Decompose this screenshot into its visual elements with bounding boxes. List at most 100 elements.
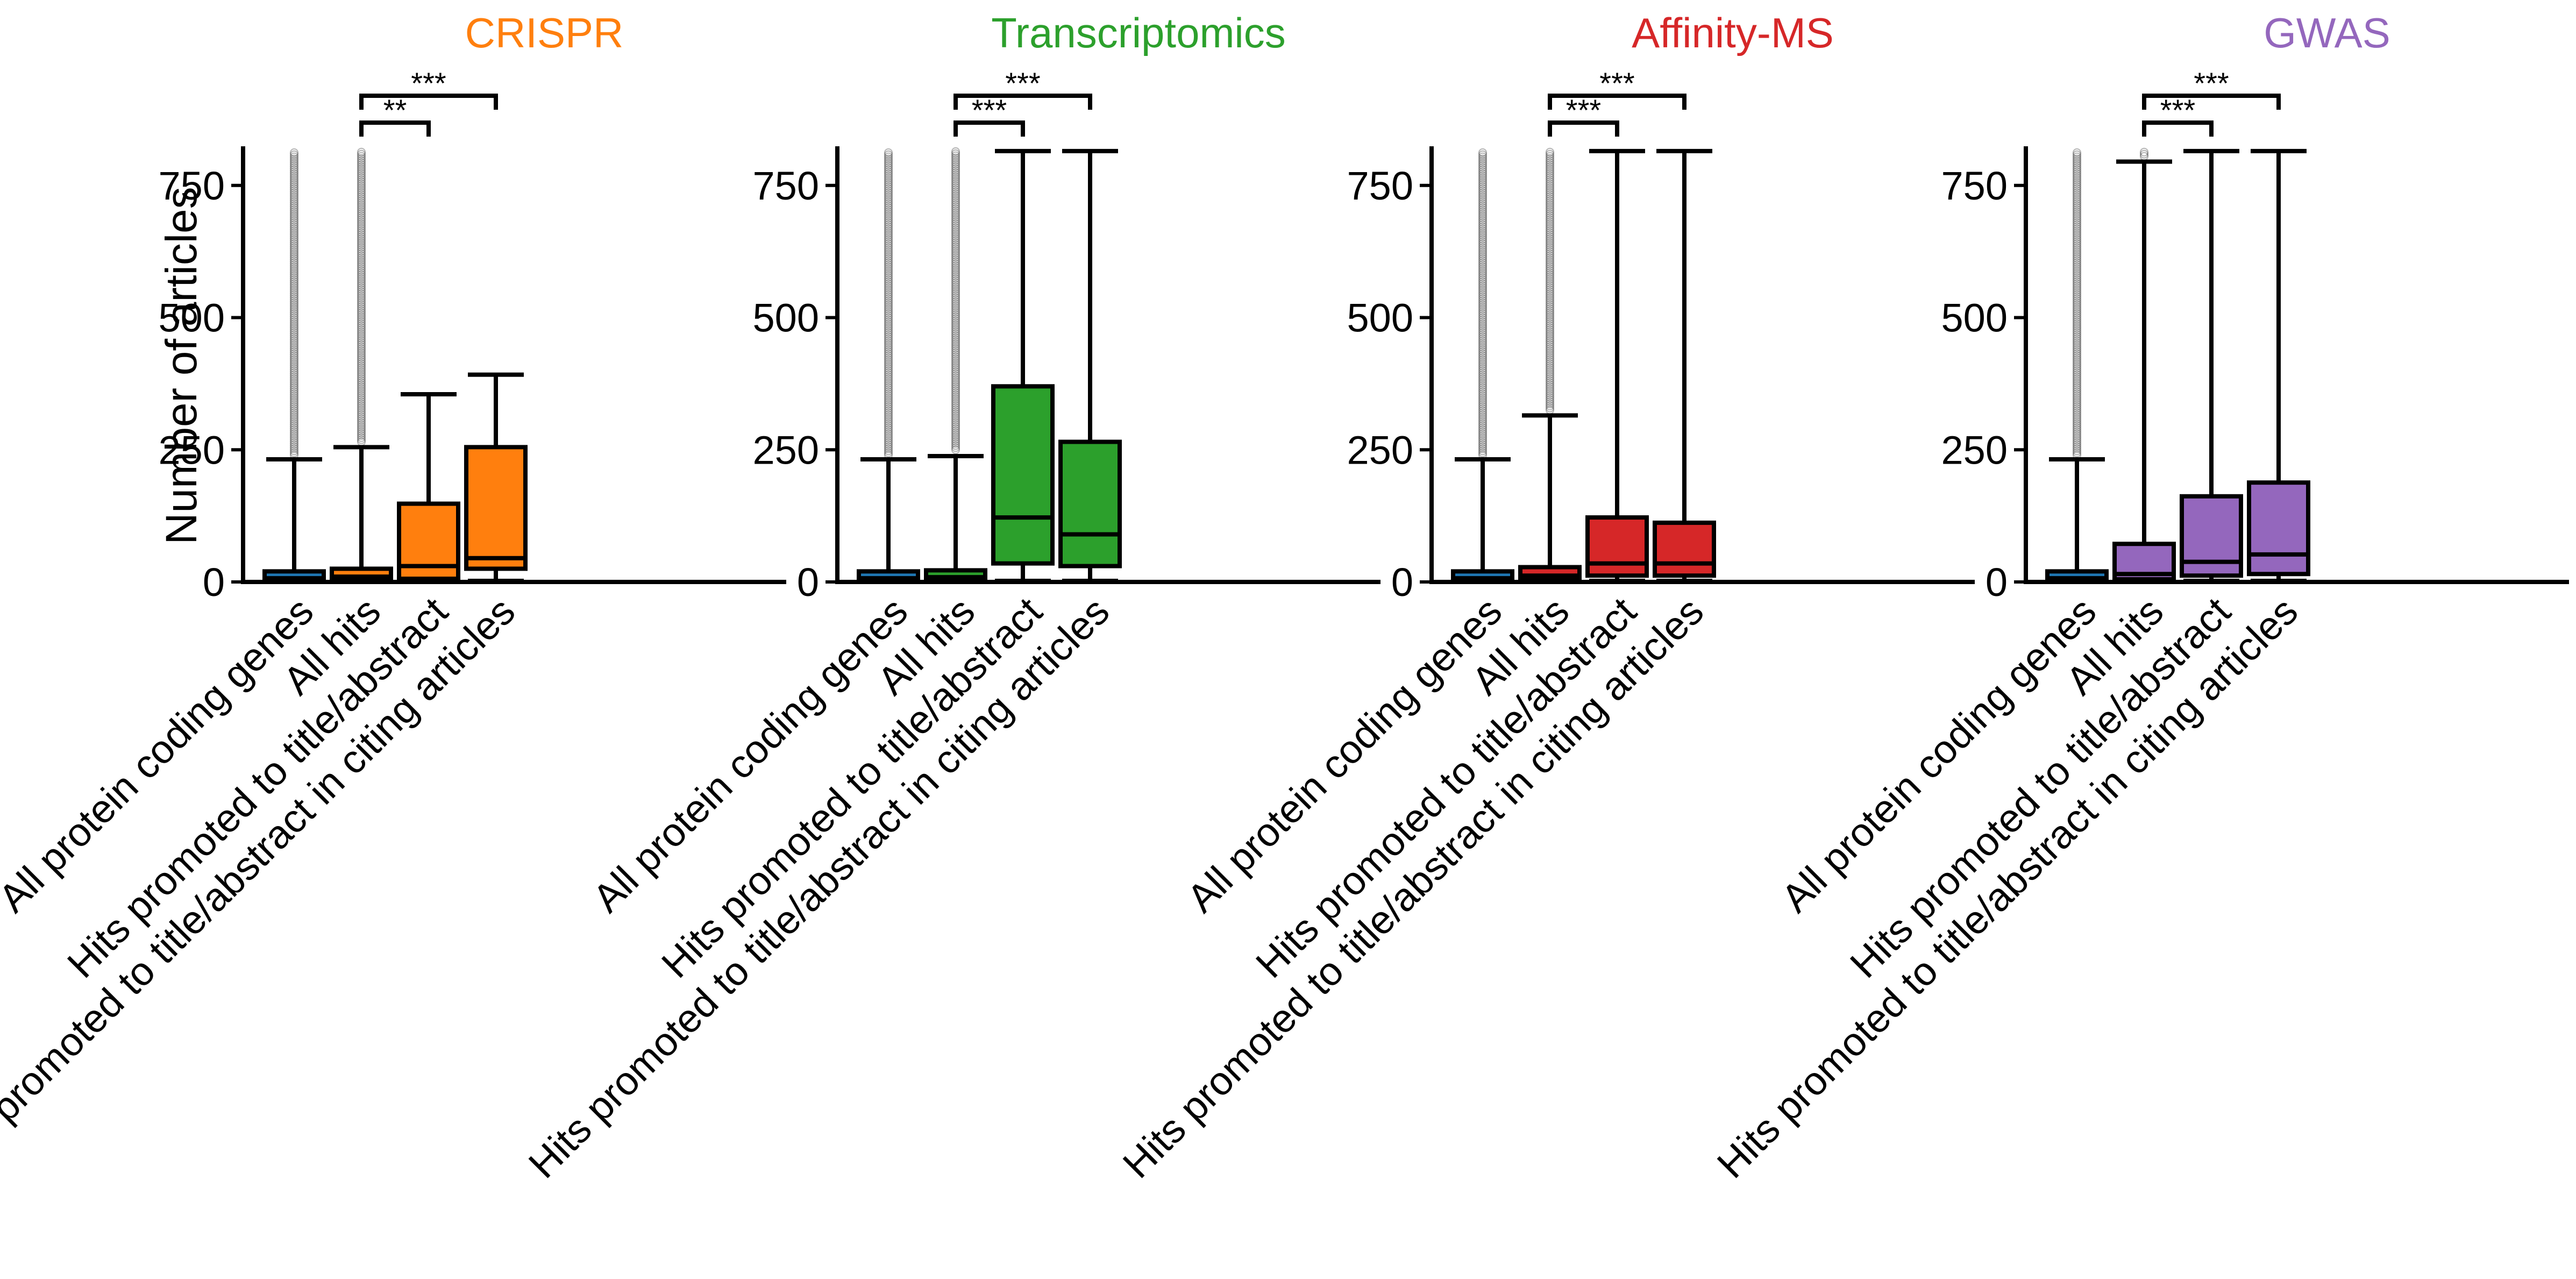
outlier-point: [289, 154, 299, 164]
outlier-point: [357, 266, 366, 275]
outlier-point: [1478, 442, 1488, 451]
outlier-point: [2072, 288, 2082, 297]
outlier-point: [1478, 239, 1488, 248]
box-2: [1585, 148, 1649, 584]
outlier-point: [884, 322, 893, 331]
outlier-point: [884, 165, 893, 174]
outlier-point: [357, 306, 366, 315]
outlier-point: [1545, 370, 1555, 379]
outlier-point: [1545, 186, 1555, 195]
outlier-point: [2072, 205, 2082, 215]
outlier-point: [1478, 408, 1488, 417]
outlier-point: [289, 260, 299, 269]
outlier-point: [357, 344, 366, 353]
outlier-point: [2072, 387, 2082, 396]
outlier-point: [357, 420, 366, 430]
outlier-point: [1478, 260, 1488, 269]
outlier-point: [1545, 294, 1555, 303]
outlier-point: [357, 336, 366, 345]
outlier-point: [884, 340, 893, 350]
outlier-point: [289, 258, 299, 267]
outlier-point: [884, 434, 893, 443]
outlier-point: [884, 404, 893, 413]
box-2: [2180, 148, 2243, 584]
outlier-point: [1478, 374, 1488, 383]
outlier-point: [951, 441, 960, 450]
outlier-point: [884, 296, 893, 305]
outlier-point: [1478, 298, 1488, 308]
outlier-point: [951, 420, 960, 429]
significance-label: ***: [411, 66, 446, 100]
outlier-point: [884, 252, 893, 261]
outlier-point: [1478, 216, 1488, 225]
outlier-point: [1478, 395, 1488, 404]
outlier-point: [2072, 262, 2082, 272]
outlier-point: [1478, 268, 1488, 278]
outlier-point: [2072, 427, 2082, 436]
outlier-point: [951, 350, 960, 359]
outlier-point: [2072, 319, 2082, 329]
outlier-point: [1545, 156, 1555, 165]
outlier-point: [1545, 304, 1555, 313]
outlier-point: [2072, 218, 2082, 227]
outlier-point: [289, 349, 299, 358]
outlier-point: [2072, 169, 2082, 179]
outlier-point: [951, 360, 960, 370]
outlier-point: [2072, 364, 2082, 373]
outlier-point: [1478, 211, 1488, 221]
outlier-point: [2072, 171, 2082, 181]
outlier-point: [1478, 190, 1488, 200]
outlier-point: [2072, 442, 2082, 451]
outlier-point: [1545, 226, 1555, 235]
outlier-point: [884, 313, 893, 322]
outlier-point: [1545, 325, 1555, 335]
outlier-point: [884, 418, 893, 428]
outlier-point: [1478, 271, 1488, 280]
outlier-point: [1478, 226, 1488, 236]
outlier-point: [951, 278, 960, 287]
outlier-point: [1478, 379, 1488, 388]
outlier-point: [951, 310, 960, 319]
outlier-point: [884, 292, 893, 301]
outlier-point: [884, 231, 893, 240]
outlier-point: [357, 308, 366, 317]
outlier-point: [1478, 186, 1488, 195]
outlier-point: [289, 338, 299, 347]
outlier-point: [1478, 169, 1488, 179]
outlier-point: [951, 176, 960, 186]
outlier-point: [289, 404, 299, 413]
outlier-point: [357, 359, 366, 368]
outlier-point: [357, 342, 366, 351]
outlier-point: [1545, 238, 1555, 247]
outlier-point: [1478, 400, 1488, 409]
outlier-point: [1478, 376, 1488, 386]
outlier-point: [1545, 336, 1555, 345]
outlier-point: [1478, 436, 1488, 445]
outlier-point: [951, 403, 960, 412]
y-tick-label: 0: [203, 560, 225, 605]
outlier-point: [289, 256, 299, 265]
outlier-point: [884, 391, 893, 401]
box-body: [1653, 520, 1716, 578]
outlier-point: [289, 283, 299, 293]
outlier-point: [289, 364, 299, 373]
outlier-point: [951, 212, 960, 222]
outlier-point: [357, 367, 366, 376]
outlier-point: [884, 216, 893, 225]
outlier-point: [884, 186, 893, 195]
y-tick-label: 750: [1941, 164, 2008, 208]
box-body: [464, 445, 528, 571]
outlier-point: [2072, 446, 2082, 456]
outlier-point: [2072, 338, 2082, 347]
outlier-point: [1545, 355, 1555, 364]
outlier-point: [357, 198, 366, 208]
outlier-point: [951, 411, 960, 421]
outlier-point: [1545, 217, 1555, 226]
outlier-point: [1478, 201, 1488, 210]
outlier-point: [1478, 446, 1488, 456]
outlier-point: [1478, 381, 1488, 390]
outlier-point: [884, 400, 893, 409]
outlier-point: [951, 426, 960, 435]
outlier-point: [951, 405, 960, 414]
outlier-point: [884, 423, 893, 432]
